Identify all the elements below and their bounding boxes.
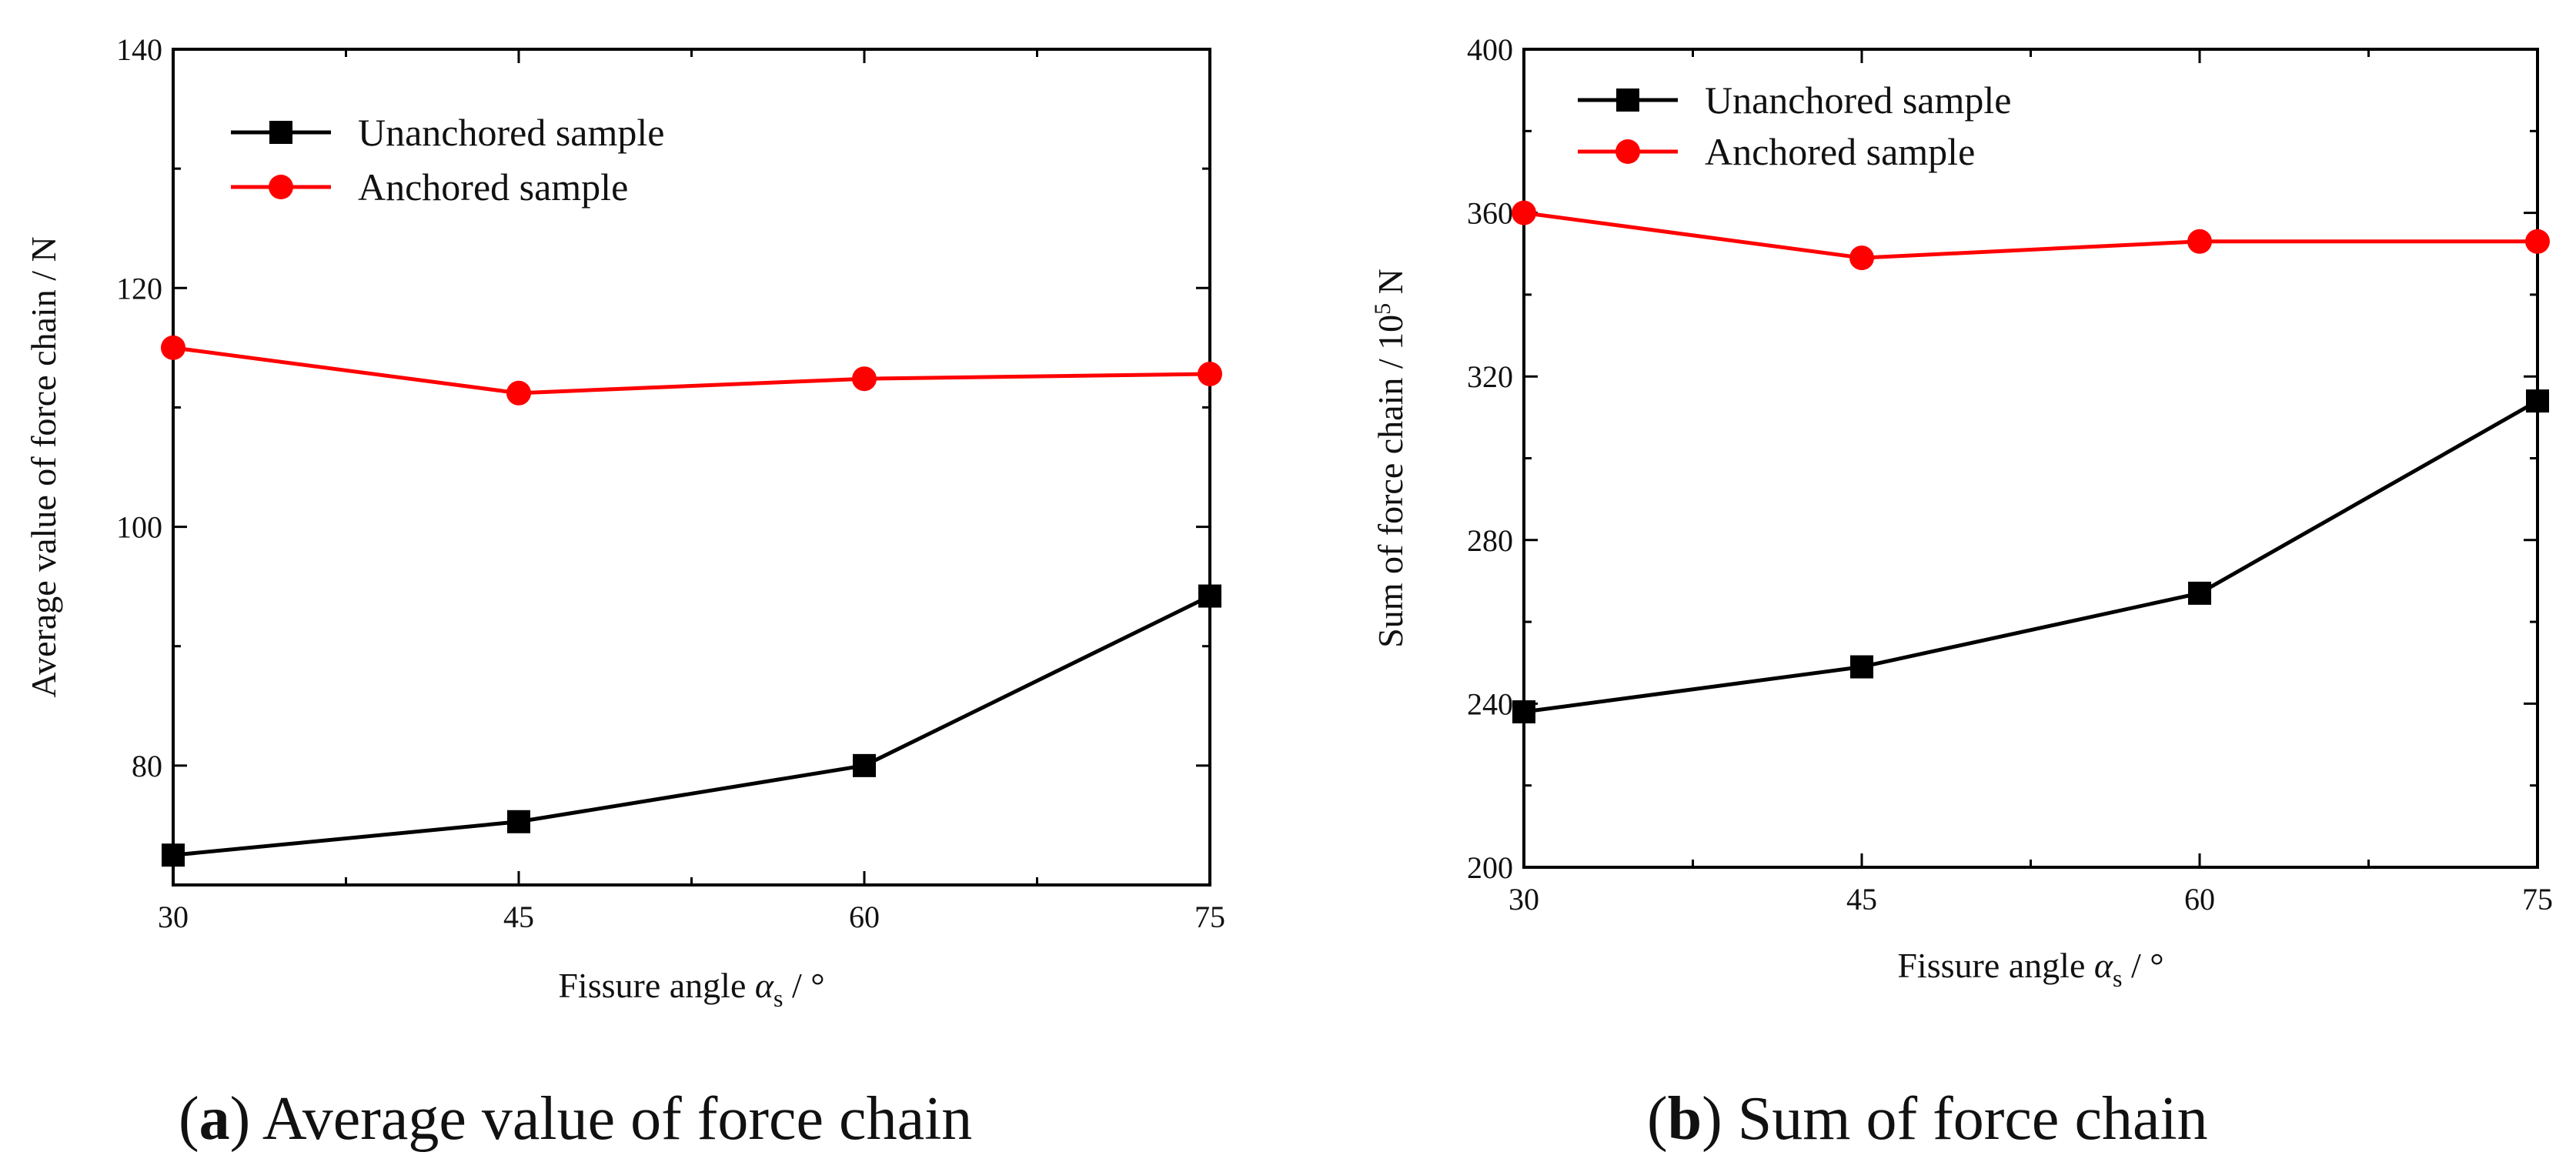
data-point-a-0	[162, 843, 185, 867]
legend-label-b: Unanchored sample	[1705, 78, 2011, 122]
caption-open-paren: (	[179, 1085, 199, 1153]
y-axis-title-prefix: Sum of force chain / 10	[1371, 315, 1410, 648]
data-point-a-0	[507, 810, 530, 833]
x-axis-title-a: Fissure angle αs / °	[558, 966, 824, 1012]
data-point-b-1	[2525, 229, 2550, 254]
x-tick-label-b: 60	[2184, 882, 2215, 917]
x-tick-label-a: 30	[158, 900, 189, 934]
legend-marker-b	[1616, 88, 1639, 112]
y-axis-title-b: Sum of force chain / 105 N	[1370, 269, 1410, 648]
x-tick-label-a: 60	[849, 900, 880, 934]
y-axis-title-a: Average value of force chain / N	[24, 236, 63, 697]
plot-frame-a	[172, 48, 1211, 887]
y-tick-label-a: 100	[116, 510, 162, 545]
caption-label: b	[1668, 1085, 1702, 1153]
caption-open-paren: (	[1647, 1085, 1668, 1153]
caption-b: (b) Sum of force chain	[1647, 1085, 2208, 1153]
panel-a-average-force-chain: 30 45 60 75 80 100 120 140 Unanchored sample Anch…	[24, 32, 1225, 1153]
x-axis-title-symbol: α	[2094, 946, 2113, 985]
data-point-a-1	[852, 366, 877, 392]
caption-text: Average value of force chain	[262, 1085, 972, 1153]
x-axis-title-subscript: s	[773, 984, 783, 1012]
caption-text: Sum of force chain	[1738, 1085, 2208, 1153]
legend-marker-a	[269, 175, 293, 199]
x-tick-label-b: 75	[2522, 882, 2553, 917]
series-line-a-1	[172, 346, 1211, 396]
y-axis-title-suffix: N	[1371, 269, 1410, 303]
data-point-b-0	[2526, 389, 2549, 413]
data-point-b-1	[1512, 200, 1536, 225]
y-tick-label-b: 240	[1467, 686, 1513, 721]
caption-close-paren: )	[230, 1085, 262, 1153]
caption-close-paren: )	[1702, 1085, 1738, 1153]
x-tick-label-b: 30	[1509, 882, 1539, 917]
legend-marker-a	[269, 121, 292, 144]
x-axis-title-prefix: Fissure angle	[558, 966, 755, 1005]
caption-label: a	[199, 1085, 230, 1153]
y-tick-label-b: 200	[1467, 850, 1513, 885]
y-tick-label-a: 80	[132, 749, 162, 783]
data-point-a-0	[853, 753, 876, 777]
data-point-b-0	[1512, 700, 1535, 724]
y-tick-label-b: 360	[1467, 196, 1513, 231]
x-axis-title-prefix: Fissure angle	[1897, 946, 2094, 985]
data-point-b-0	[2188, 581, 2211, 605]
y-axis-title-superscript: 5	[1370, 303, 1395, 315]
legend-label-b: Anchored sample	[1705, 130, 1975, 173]
x-axis-title-symbol: α	[755, 966, 774, 1005]
y-tick-label-a: 140	[116, 32, 162, 67]
x-tick-label-a: 45	[503, 900, 534, 934]
x-axis-title-subscript: s	[2113, 964, 2122, 992]
x-axis-title-suffix: / °	[2122, 946, 2163, 985]
caption-a: (a) Average value of force chain	[179, 1085, 972, 1153]
data-point-b-1	[1849, 245, 1874, 271]
x-axis-title-b: Fissure angle αs / °	[1897, 946, 2163, 992]
data-point-a-1	[506, 380, 531, 406]
series-line-b-1	[1523, 211, 2538, 260]
legend-label-a: Anchored sample	[358, 165, 628, 209]
y-tick-label-a: 120	[116, 271, 162, 306]
x-tick-label-b: 45	[1846, 882, 1877, 917]
data-point-a-0	[1198, 584, 1221, 608]
y-tick-label-b: 320	[1467, 359, 1513, 394]
y-tick-label-b: 280	[1467, 523, 1513, 558]
series-line-a-0	[172, 594, 1211, 857]
y-tick-label-b: 400	[1467, 32, 1513, 67]
data-point-b-0	[1850, 655, 1873, 679]
plot-frame-b	[1522, 48, 2539, 869]
x-axis-title-suffix: / °	[783, 966, 824, 1005]
x-tick-label-a: 75	[1194, 900, 1225, 934]
data-point-a-1	[1198, 361, 1222, 386]
data-point-a-1	[161, 335, 185, 360]
series-line-b-0	[1523, 399, 2539, 714]
legend-label-a: Unanchored sample	[358, 111, 664, 154]
panel-b-sum-force-chain: 30 45 60 75 200 240 280 320 360 400 Unanchored sam…	[1370, 32, 2553, 1153]
data-point-b-1	[2187, 229, 2212, 254]
legend-marker-b	[1615, 139, 1640, 164]
